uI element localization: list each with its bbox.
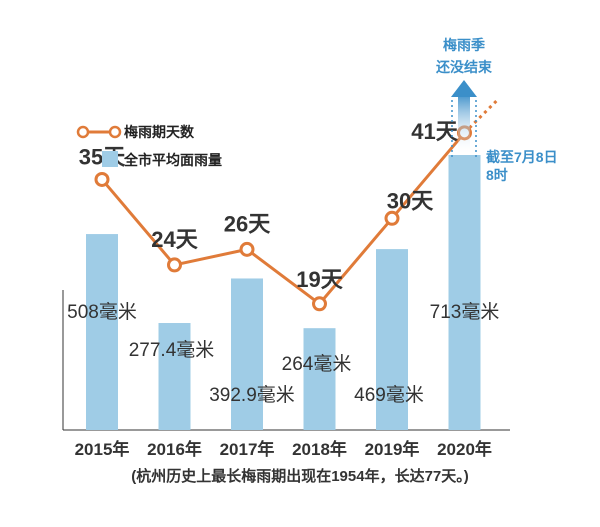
cutoff-note-line2: 8时 [486, 167, 508, 183]
days-data-label: 30天 [387, 188, 434, 213]
days-marker-2015 [94, 171, 110, 187]
rain-bar-2017 [231, 278, 263, 430]
days-data-label: 19天 [296, 267, 343, 292]
legend-bar-swatch [102, 151, 118, 167]
rain-data-label: 392.9毫米 [209, 384, 295, 406]
days-marker-2018 [312, 296, 327, 312]
rain-bar-2015 [86, 234, 118, 430]
days-data-label: 26天 [224, 211, 271, 236]
rain-data-label: 469毫米 [354, 384, 424, 406]
x-tick-label: 2017年 [220, 439, 275, 459]
season-not-over-annotation: 梅雨季 还没结束 [435, 37, 493, 160]
footnote: (杭州历史上最长梅雨期出现在1954年，长达77天。) [131, 467, 469, 485]
up-arrow-icon [451, 80, 477, 155]
rain-data-label: 508毫米 [67, 301, 137, 323]
rain-data-label: 277.4毫米 [129, 339, 215, 361]
rain-data-label: 264毫米 [282, 353, 352, 375]
x-tick-label: 2015年 [75, 439, 130, 459]
legend-line-marker [76, 125, 122, 139]
legend-line-label: 梅雨期天数 [124, 124, 195, 140]
days-marker-2019 [384, 210, 400, 226]
season-annotation-line2: 还没结束 [435, 59, 493, 75]
days-data-label: 41天 [411, 119, 458, 144]
legend-bar-label: 全市平均面雨量 [123, 152, 222, 168]
legend: 梅雨期天数 全市平均面雨量 [76, 124, 222, 168]
days-marker-2016 [167, 257, 182, 273]
x-tick-label: 2018年 [292, 439, 347, 459]
x-tick-label: 2020年 [437, 439, 492, 459]
rain-bar-2019 [376, 249, 408, 430]
days-data-label: 24天 [151, 227, 198, 252]
rain-bar-2020 [448, 155, 481, 430]
days-marker-2017 [239, 241, 255, 257]
cutoff-note-line1: 截至7月8日 [486, 149, 558, 165]
rain-data-label: 713毫米 [430, 301, 500, 323]
rain-bar-2018 [303, 328, 336, 430]
days-line [100, 131, 466, 306]
x-tick-label: 2016年 [147, 439, 202, 459]
season-annotation-line1: 梅雨季 [443, 37, 485, 53]
x-tick-label: 2019年 [365, 439, 420, 459]
rain-bar-2016 [158, 323, 191, 430]
